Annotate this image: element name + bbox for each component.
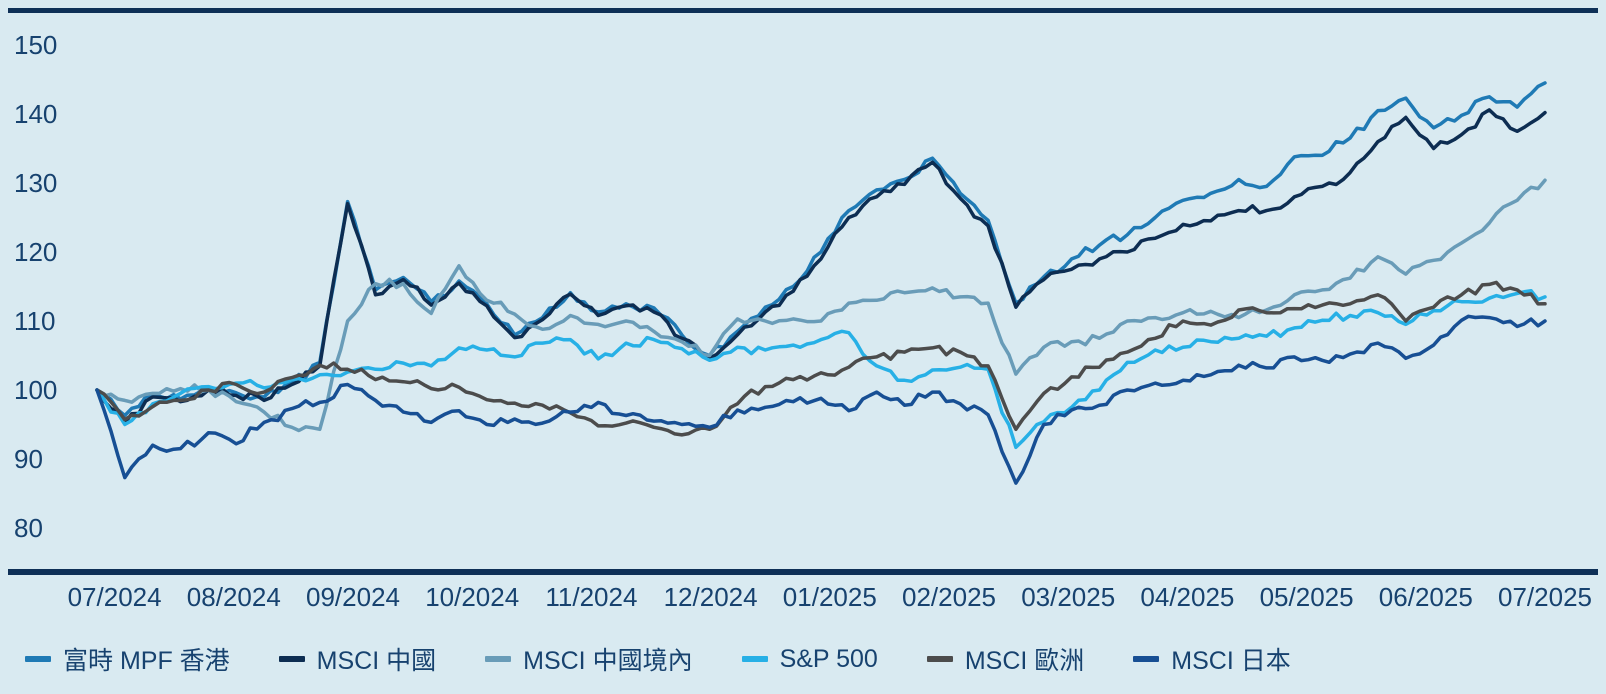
series-line-2	[95, 178, 1547, 433]
legend-label: MSCI 日本	[1171, 647, 1291, 675]
series-line-3	[95, 288, 1547, 450]
x-axis-tick-label: 03/2025	[1021, 582, 1115, 612]
y-axis-tick-label: 150	[14, 30, 57, 60]
legend-item-5: MSCI 日本	[1133, 641, 1291, 677]
y-axis-tick-label: 140	[14, 99, 57, 129]
x-axis-tick-label: 01/2025	[783, 582, 877, 612]
x-axis-tick-label: 11/2024	[545, 582, 637, 612]
x-axis-tick-label: 06/2025	[1379, 582, 1473, 612]
x-axis-tick-label: 07/2024	[68, 582, 162, 612]
chart-legend: 富時 MPF 香港 MSCI 中國 MSCI 中國境內 S&P 500 MSCI 歐洲 M…	[25, 641, 1291, 677]
legend-item-4: MSCI 歐洲	[926, 641, 1085, 677]
x-axis-tick-label: 04/2025	[1140, 582, 1234, 612]
series-line-1	[95, 108, 1547, 425]
top-border-rule	[8, 8, 1598, 13]
legend-swatch-icon	[1133, 656, 1160, 662]
x-axis-tick-label: 09/2024	[306, 582, 400, 612]
x-axis-tick-label: 07/2025	[1498, 582, 1592, 612]
y-axis-tick-label: 90	[14, 444, 43, 474]
y-axis-tick-label: 110	[14, 306, 55, 336]
legend-label: MSCI 中國	[316, 647, 437, 675]
legend-label: 富時 MPF 香港	[63, 647, 230, 675]
legend-swatch-icon	[25, 656, 51, 662]
series-line-4	[95, 280, 1547, 437]
legend-swatch-icon	[741, 656, 768, 662]
legend-item-1: MSCI 中國	[278, 641, 437, 677]
series-line-0	[95, 81, 1547, 418]
legend-swatch-icon	[926, 656, 953, 662]
y-axis-tick-label: 120	[14, 237, 57, 267]
series-line-5	[95, 314, 1547, 485]
x-axis-tick-label: 10/2024	[425, 582, 519, 612]
legend-label: MSCI 中國境內	[523, 647, 693, 675]
legend-item-2: MSCI 中國境內	[485, 641, 693, 677]
x-axis-rule	[8, 569, 1598, 575]
x-axis-tick-label: 08/2024	[187, 582, 281, 612]
legend-item-0: 富時 MPF 香港	[25, 641, 230, 677]
legend-label: MSCI 歐洲	[964, 647, 1085, 675]
legend-swatch-icon	[485, 656, 512, 662]
x-axis-tick-label: 12/2024	[664, 582, 758, 612]
y-axis-tick-label: 80	[14, 513, 43, 543]
legend-label: S&P 500	[779, 644, 878, 673]
x-axis-tick-label: 02/2025	[902, 582, 996, 612]
y-axis-tick-label: 130	[14, 168, 57, 198]
y-axis-tick-label: 100	[14, 375, 57, 405]
x-axis-tick-label: 05/2025	[1260, 582, 1354, 612]
legend-item-3: S&P 500	[741, 644, 878, 674]
legend-swatch-icon	[278, 656, 305, 662]
